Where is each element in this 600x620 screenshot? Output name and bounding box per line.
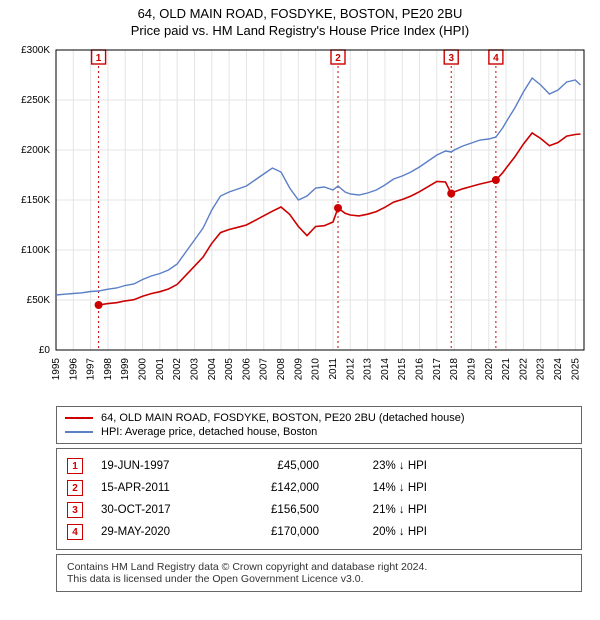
chart-area: £0 £50K £100K £150K £200K £250K £300K 1995 1996 1…: [0, 40, 600, 400]
svg-text:2015: 2015: [397, 358, 408, 381]
svg-text:2009: 2009: [293, 358, 304, 381]
sale-diff: 14% ↓ HPI: [337, 482, 427, 494]
chart-titles: 64, OLD MAIN ROAD, FOSDYKE, BOSTON, PE20…: [0, 0, 600, 40]
legend-item-hpi: HPI: Average price, detached house, Bost…: [65, 425, 573, 439]
svg-text:3: 3: [448, 53, 454, 64]
table-row: 2 15-APR-2011 £142,000 14% ↓ HPI: [67, 477, 571, 499]
legend-label-property: 64, OLD MAIN ROAD, FOSDYKE, BOSTON, PE20…: [101, 412, 465, 424]
sale-date: 29-MAY-2020: [101, 526, 211, 538]
sale-marker-icon: 4: [67, 524, 83, 540]
svg-text:2016: 2016: [415, 358, 426, 381]
svg-text:1996: 1996: [68, 358, 79, 381]
sale-price: £156,500: [229, 504, 319, 516]
legend-item-property: 64, OLD MAIN ROAD, FOSDYKE, BOSTON, PE20…: [65, 411, 573, 425]
sale-marker-icon: 1: [67, 458, 83, 474]
svg-text:£250K: £250K: [21, 95, 50, 106]
line-chart-svg: £0 £50K £100K £150K £200K £250K £300K 1995 1996 1…: [0, 40, 600, 400]
table-row: 4 29-MAY-2020 £170,000 20% ↓ HPI: [67, 521, 571, 543]
sale-diff: 20% ↓ HPI: [337, 526, 427, 538]
svg-text:2008: 2008: [276, 358, 287, 381]
sale-diff: 23% ↓ HPI: [337, 460, 427, 472]
table-row: 3 30-OCT-2017 £156,500 21% ↓ HPI: [67, 499, 571, 521]
svg-text:2003: 2003: [189, 358, 200, 381]
svg-text:2018: 2018: [449, 358, 460, 381]
svg-text:2025: 2025: [570, 358, 581, 381]
svg-text:£150K: £150K: [21, 195, 50, 206]
svg-text:2002: 2002: [172, 358, 183, 381]
svg-text:£300K: £300K: [21, 45, 50, 56]
svg-text:2022: 2022: [518, 358, 529, 381]
svg-text:2004: 2004: [207, 358, 218, 381]
svg-text:£0: £0: [39, 345, 51, 356]
table-row: 1 19-JUN-1997 £45,000 23% ↓ HPI: [67, 455, 571, 477]
sale-date: 30-OCT-2017: [101, 504, 211, 516]
sale-price: £142,000: [229, 482, 319, 494]
svg-text:2019: 2019: [466, 358, 477, 381]
svg-text:2000: 2000: [138, 358, 149, 381]
legend-swatch-property: [65, 417, 93, 419]
svg-text:2006: 2006: [241, 358, 252, 381]
svg-text:1998: 1998: [103, 358, 114, 381]
svg-text:2014: 2014: [380, 358, 391, 381]
svg-text:1: 1: [96, 53, 102, 64]
sale-price: £170,000: [229, 526, 319, 538]
sale-date: 15-APR-2011: [101, 482, 211, 494]
svg-text:2001: 2001: [155, 358, 166, 381]
sale-price: £45,000: [229, 460, 319, 472]
sale-diff: 21% ↓ HPI: [337, 504, 427, 516]
svg-text:£200K: £200K: [21, 145, 50, 156]
svg-text:2007: 2007: [259, 358, 270, 381]
title-line-2: Price paid vs. HM Land Registry's House …: [10, 23, 590, 38]
svg-text:2: 2: [335, 53, 341, 64]
svg-text:1995: 1995: [51, 358, 62, 381]
footer-line-1: Contains HM Land Registry data © Crown c…: [67, 561, 571, 573]
svg-text:£100K: £100K: [21, 245, 50, 256]
svg-text:2005: 2005: [224, 358, 235, 381]
title-line-1: 64, OLD MAIN ROAD, FOSDYKE, BOSTON, PE20…: [10, 6, 590, 21]
svg-text:2024: 2024: [553, 358, 564, 381]
attribution-footer: Contains HM Land Registry data © Crown c…: [56, 554, 582, 592]
svg-text:2013: 2013: [363, 358, 374, 381]
legend-swatch-hpi: [65, 431, 93, 433]
sale-marker-icon: 3: [67, 502, 83, 518]
legend-label-hpi: HPI: Average price, detached house, Bost…: [101, 426, 317, 438]
svg-text:1999: 1999: [120, 358, 131, 381]
svg-text:2017: 2017: [432, 358, 443, 381]
svg-text:2011: 2011: [328, 358, 339, 380]
sale-date: 19-JUN-1997: [101, 460, 211, 472]
sale-marker-icon: 2: [67, 480, 83, 496]
sales-table: 1 19-JUN-1997 £45,000 23% ↓ HPI 2 15-APR…: [56, 448, 582, 550]
svg-text:2020: 2020: [484, 358, 495, 381]
svg-text:£50K: £50K: [27, 295, 51, 306]
legend: 64, OLD MAIN ROAD, FOSDYKE, BOSTON, PE20…: [56, 406, 582, 444]
svg-text:2012: 2012: [345, 358, 356, 381]
svg-text:1997: 1997: [86, 358, 97, 381]
svg-text:2010: 2010: [311, 358, 322, 381]
footer-line-2: This data is licensed under the Open Gov…: [67, 573, 571, 585]
svg-text:2023: 2023: [536, 358, 547, 381]
svg-text:2021: 2021: [501, 358, 512, 381]
svg-text:4: 4: [493, 53, 499, 64]
